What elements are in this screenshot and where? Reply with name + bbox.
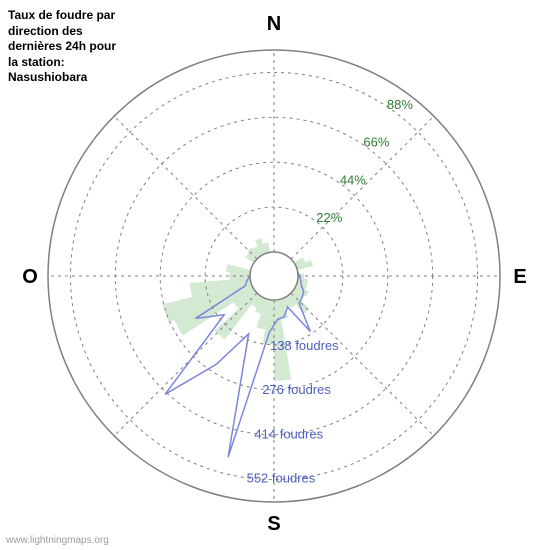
pct-label: 44% bbox=[340, 172, 366, 187]
count-label: 552 foudres bbox=[247, 471, 316, 486]
compass-n: N bbox=[267, 13, 281, 35]
pct-label: 22% bbox=[316, 210, 342, 225]
count-label: 138 foudres bbox=[270, 338, 339, 353]
rate-sector bbox=[226, 264, 251, 274]
center-hub bbox=[250, 252, 298, 300]
count-label: 276 foudres bbox=[262, 382, 331, 397]
pct-label: 66% bbox=[363, 135, 389, 150]
grid-radial bbox=[291, 293, 434, 436]
grid-radial bbox=[114, 116, 257, 259]
compass-o: O bbox=[22, 266, 38, 288]
count-label: 414 foudres bbox=[254, 426, 323, 441]
chart-title: Taux de foudre par direction des dernièr… bbox=[8, 8, 128, 86]
source-footer: www.lightningmaps.org bbox=[6, 535, 109, 546]
compass-s: S bbox=[267, 513, 280, 535]
compass-e: E bbox=[513, 266, 526, 288]
pct-label: 88% bbox=[387, 97, 413, 112]
